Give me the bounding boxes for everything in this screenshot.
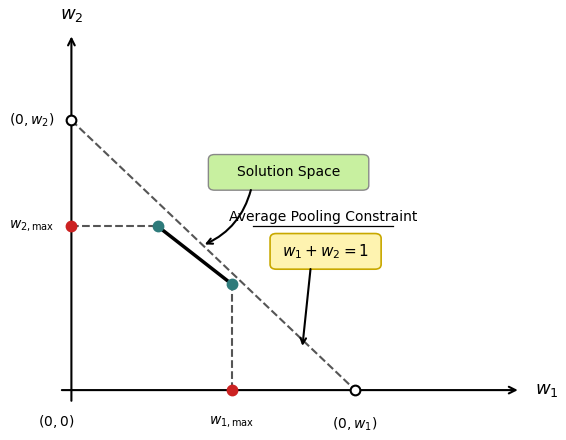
Text: Average Pooling Constraint: Average Pooling Constraint: [229, 210, 417, 224]
Text: $w_{1,\mathrm{max}}$: $w_{1,\mathrm{max}}$: [209, 415, 255, 430]
Text: $(0,0)$: $(0,0)$: [38, 413, 75, 430]
Text: $w_1 + w_2 = 1$: $w_1 + w_2 = 1$: [282, 242, 369, 261]
Text: $w_{2,\mathrm{max}}$: $w_{2,\mathrm{max}}$: [8, 219, 54, 234]
Text: $w_1$: $w_1$: [535, 381, 559, 399]
Text: Solution Space: Solution Space: [237, 165, 340, 180]
Text: $(0,w_2)$: $(0,w_2)$: [8, 112, 54, 129]
FancyBboxPatch shape: [270, 234, 381, 269]
Text: $(0,w_1)$: $(0,w_1)$: [332, 415, 378, 433]
Text: $w_2$: $w_2$: [59, 6, 83, 24]
FancyBboxPatch shape: [208, 154, 369, 190]
